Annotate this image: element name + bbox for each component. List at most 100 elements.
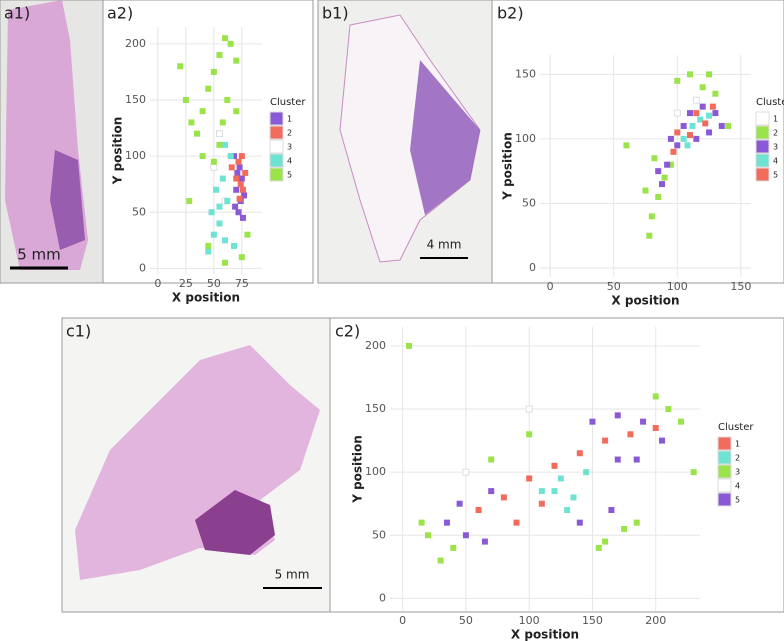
legend-swatch bbox=[269, 167, 284, 182]
scale-bar-label: 4 mm bbox=[427, 238, 462, 252]
point bbox=[640, 418, 647, 425]
point bbox=[712, 90, 719, 97]
x-tick-label: 0 bbox=[547, 280, 554, 293]
legend-label: 5 bbox=[287, 171, 292, 180]
legend-swatch bbox=[755, 153, 770, 168]
point bbox=[576, 519, 583, 526]
point bbox=[690, 469, 697, 476]
point bbox=[686, 110, 693, 117]
point bbox=[718, 122, 725, 129]
point bbox=[216, 203, 223, 210]
x-tick-label: 100 bbox=[667, 280, 688, 293]
point bbox=[481, 538, 488, 545]
point bbox=[651, 155, 658, 162]
point bbox=[712, 110, 719, 117]
point bbox=[659, 437, 666, 444]
legend-label: 1 bbox=[287, 115, 292, 124]
point bbox=[526, 475, 533, 482]
point bbox=[205, 242, 212, 249]
x-tick-label: 25 bbox=[179, 277, 193, 290]
point bbox=[233, 186, 240, 193]
x-tick-label: 150 bbox=[582, 614, 603, 627]
point bbox=[208, 209, 215, 216]
legend-label: 5 bbox=[773, 171, 778, 180]
point bbox=[678, 418, 685, 425]
point bbox=[633, 456, 640, 463]
y-axis-label: Y position bbox=[351, 435, 365, 504]
legend-label: 2 bbox=[773, 129, 778, 138]
image-a1: a1) 5 mm bbox=[0, 0, 104, 284]
point bbox=[674, 142, 681, 149]
x-tick-label: 50 bbox=[207, 277, 221, 290]
point bbox=[706, 112, 713, 119]
point bbox=[709, 103, 716, 110]
point bbox=[488, 456, 495, 463]
point bbox=[557, 475, 564, 482]
point bbox=[602, 538, 609, 545]
point bbox=[614, 412, 621, 419]
point bbox=[227, 40, 234, 47]
x-tick-label: 50 bbox=[459, 614, 473, 627]
point bbox=[670, 148, 677, 155]
point bbox=[199, 153, 206, 160]
x-tick-label: 0 bbox=[399, 614, 406, 627]
legend-swatch bbox=[717, 464, 732, 479]
legend-swatch bbox=[269, 125, 284, 140]
point bbox=[655, 193, 662, 200]
point bbox=[424, 532, 431, 539]
point bbox=[689, 122, 696, 129]
y-tick-label: 200 bbox=[125, 37, 146, 50]
point bbox=[236, 195, 243, 202]
legend-label: 1 bbox=[735, 440, 740, 449]
legend-label: 3 bbox=[773, 143, 778, 152]
point bbox=[699, 103, 706, 110]
point bbox=[215, 130, 223, 138]
point bbox=[233, 108, 240, 115]
point bbox=[699, 84, 706, 91]
point bbox=[551, 488, 558, 495]
point bbox=[665, 406, 672, 413]
point bbox=[219, 119, 226, 126]
point bbox=[231, 242, 237, 249]
point bbox=[488, 488, 495, 495]
point bbox=[621, 525, 628, 532]
x-axis-label: X position bbox=[511, 628, 579, 641]
point bbox=[693, 135, 700, 142]
point bbox=[210, 68, 217, 75]
point bbox=[642, 187, 649, 194]
point bbox=[450, 544, 457, 551]
point bbox=[228, 164, 235, 171]
x-tick-label: 200 bbox=[645, 614, 666, 627]
point bbox=[233, 175, 240, 182]
y-tick-label: 50 bbox=[372, 528, 386, 541]
point bbox=[237, 181, 244, 188]
point bbox=[188, 119, 195, 126]
y-tick-label: 150 bbox=[365, 402, 386, 415]
point bbox=[227, 153, 234, 160]
point bbox=[564, 507, 571, 514]
point bbox=[437, 557, 444, 564]
point bbox=[224, 198, 231, 205]
legend-swatch bbox=[717, 436, 732, 451]
y-tick-label: 100 bbox=[125, 149, 146, 162]
point bbox=[686, 132, 693, 139]
point bbox=[680, 135, 687, 142]
point bbox=[235, 209, 242, 216]
point bbox=[667, 161, 674, 168]
point bbox=[222, 237, 229, 244]
point bbox=[182, 96, 189, 103]
point bbox=[236, 164, 243, 171]
point bbox=[219, 175, 226, 182]
point bbox=[418, 519, 425, 526]
point bbox=[235, 158, 242, 165]
legend-swatch bbox=[269, 111, 284, 126]
scale-bar-label: 5 mm bbox=[17, 246, 61, 264]
point bbox=[667, 135, 674, 142]
point bbox=[570, 494, 577, 501]
x-axis-label: X position bbox=[172, 291, 240, 305]
y-tick-label: 150 bbox=[125, 93, 146, 106]
y-axis-label: Y position bbox=[501, 132, 515, 201]
point bbox=[231, 153, 237, 160]
legend-label: 3 bbox=[287, 143, 292, 152]
point bbox=[648, 213, 655, 220]
